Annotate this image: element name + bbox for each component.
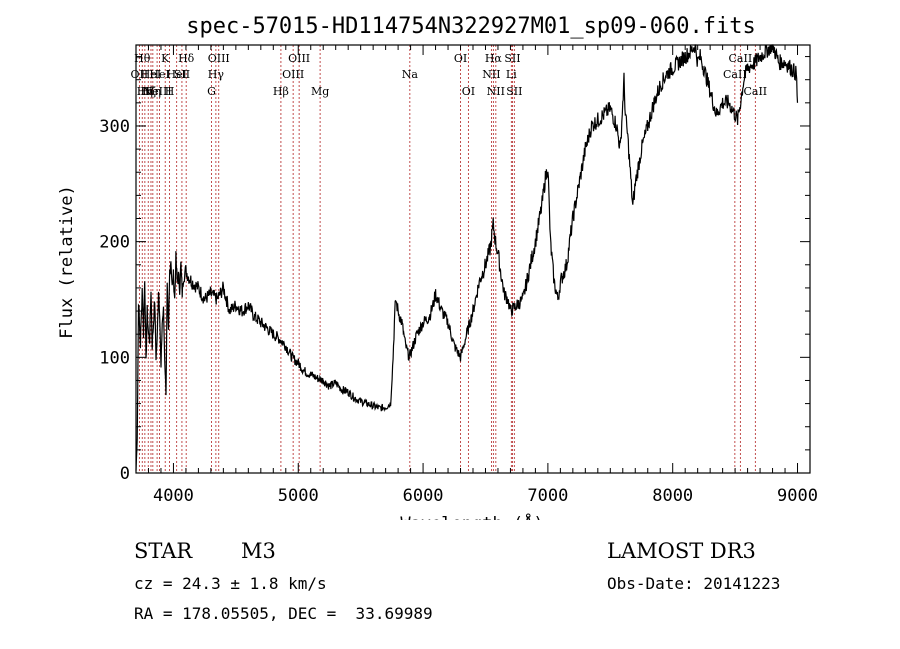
line-label: HeI — [141, 68, 161, 81]
line-label: HeI — [149, 68, 169, 81]
plot-frame — [135, 44, 811, 474]
line-label: OI — [454, 52, 467, 65]
line-label: K — [161, 52, 170, 65]
line-label: Hζ — [140, 85, 156, 98]
line-label: Hη — [145, 85, 161, 98]
y-tick-label: 300 — [99, 117, 130, 137]
x-tick-label: 4000 — [153, 486, 194, 506]
line-label: OIII — [282, 68, 304, 81]
line-label: Hα — [485, 52, 503, 65]
line-label: CaII — [723, 68, 747, 81]
y-tick-label: 0 — [120, 464, 130, 484]
radec-readout: RA = 178.05505, DEC = 33.69989 — [134, 604, 433, 623]
x-tick-label: 8000 — [652, 486, 693, 506]
line-label: SII — [174, 68, 190, 81]
line-label: CaII — [743, 85, 767, 98]
x-tick-label: 5000 — [278, 486, 319, 506]
line-label: H — [165, 85, 175, 98]
line-label: OIII — [288, 52, 310, 65]
line-label: Hη — [137, 85, 153, 98]
line-label: NII — [487, 85, 505, 98]
x-axis: 4000 5000 6000 7000 8000 9000 — [135, 45, 818, 506]
x-axis-label: Wavelength (Å) — [400, 512, 543, 520]
line-label: Hθ — [134, 52, 151, 65]
chart-title: spec-57015-HD114754N322927M01_sp09-060.f… — [186, 14, 756, 39]
line-label: SII — [506, 85, 522, 98]
x-tick-label: 9000 — [777, 486, 818, 506]
line-label: Hδ — [178, 52, 195, 65]
y-tick-label: 200 — [99, 233, 130, 253]
y-axis: 0 100 200 300 — [99, 56, 810, 484]
line-label: CaII — [729, 52, 753, 65]
line-label: NeIII — [143, 85, 172, 98]
y-tick-label: 100 — [99, 348, 130, 368]
x-tick-label: 7000 — [527, 486, 568, 506]
line-label: OII — [131, 68, 149, 81]
line-label: Hγ — [208, 68, 225, 81]
subclass-label: M3 — [241, 539, 276, 563]
line-label: Na — [402, 68, 419, 81]
line-label: Mg — [311, 85, 329, 98]
cz-readout: cz = 24.3 ± 1.8 km/s — [134, 574, 327, 593]
line-label: OIII — [208, 52, 230, 65]
obs-date-readout: Obs-Date: 20141223 — [607, 574, 781, 593]
spectrum-series — [135, 44, 799, 471]
line-label: G — [207, 85, 216, 98]
spectrum-chart: spec-57015-HD114754N322927M01_sp09-060.f… — [57, 14, 818, 520]
y-axis-label: Flux (relative) — [57, 185, 77, 339]
line-label: SII — [504, 52, 520, 65]
line-label: HeI — [166, 68, 186, 81]
line-label: OI — [462, 85, 475, 98]
line-label: Li — [506, 68, 517, 81]
x-tick-label: 6000 — [403, 486, 444, 506]
line-label: Hβ — [273, 85, 289, 98]
line-label: NII — [482, 68, 500, 81]
class-label: STAR — [134, 539, 193, 563]
survey-label: LAMOST DR3 — [607, 539, 756, 563]
line-labels: OIIHθHηHζHeIHηNeIIIHeIKHHeISIIHδGHγOIIIH… — [131, 52, 768, 98]
line-markers — [138, 45, 756, 473]
